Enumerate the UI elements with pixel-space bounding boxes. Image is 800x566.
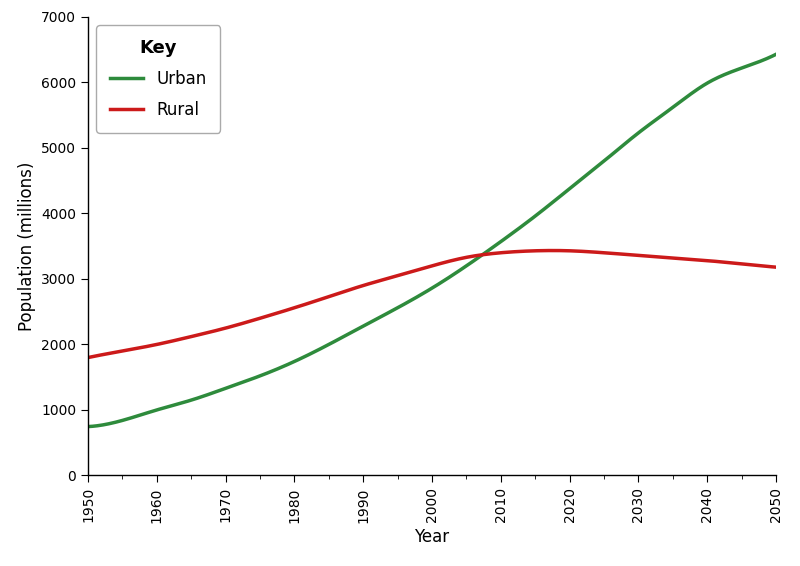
Rural xyxy=(771,264,781,271)
Y-axis label: Population (millions): Population (millions) xyxy=(18,161,35,331)
Line: Rural: Rural xyxy=(88,251,776,358)
Rural xyxy=(542,247,552,254)
Rural xyxy=(602,250,612,256)
Urban xyxy=(542,203,552,210)
Rural xyxy=(83,354,93,361)
Rural xyxy=(489,250,498,257)
Urban xyxy=(489,243,498,250)
Legend: Urban, Rural: Urban, Rural xyxy=(96,25,220,132)
Urban xyxy=(394,303,404,310)
Rural xyxy=(260,314,270,320)
X-axis label: Year: Year xyxy=(414,528,450,546)
Rural xyxy=(548,247,558,254)
Line: Urban: Urban xyxy=(88,54,776,427)
Rural xyxy=(205,329,214,336)
Urban xyxy=(771,51,781,58)
Urban xyxy=(260,371,270,378)
Rural xyxy=(394,272,404,278)
Urban xyxy=(205,391,214,397)
Urban xyxy=(83,423,93,430)
Urban xyxy=(602,156,611,163)
